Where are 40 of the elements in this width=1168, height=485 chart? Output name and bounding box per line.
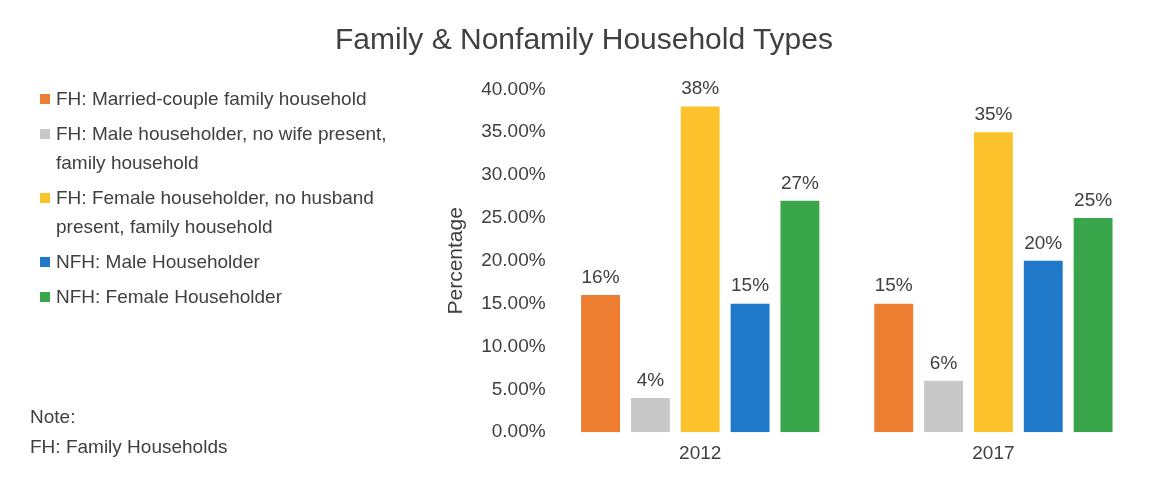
y-tick-label: 10.00%: [481, 334, 546, 356]
text: Note:: [30, 405, 77, 429]
data-label: 15%: [874, 274, 913, 296]
legend-label: FH: Female householder, no husband present, family household: [56, 186, 375, 239]
bar: [581, 295, 620, 433]
y-tick-label: 0.00%: [491, 420, 546, 442]
y-tick-label: 25.00%: [481, 206, 546, 228]
text: FH: Family Households: [30, 435, 228, 459]
y-tick-label: 40.00%: [481, 77, 546, 99]
data-label: 25%: [1074, 188, 1113, 210]
y-tick-label: 35.00%: [481, 120, 546, 142]
bar: [630, 397, 670, 433]
bar: [1023, 260, 1063, 433]
chart-title: Family & Nonfamily Household Types: [334, 22, 834, 56]
legend-label: NFH: Female Householder: [56, 285, 282, 309]
data-label: 6%: [929, 351, 958, 373]
data-label: 15%: [731, 274, 770, 296]
legend-label: FH: Married-couple family household: [56, 87, 367, 111]
y-tick-label: 5.00%: [491, 377, 546, 399]
x-tick-label: 2012: [679, 441, 722, 463]
bar: [874, 303, 914, 433]
data-label: 35%: [974, 102, 1013, 124]
x-tick-label: 2017: [972, 441, 1015, 463]
y-tick-label: 30.00%: [481, 163, 546, 185]
y-axis-title: Percentage: [443, 207, 467, 315]
data-label: 38%: [681, 77, 720, 99]
y-tick-label: 20.00%: [481, 249, 546, 271]
bar: [973, 132, 1013, 433]
bar: [1073, 217, 1113, 433]
bar: [780, 200, 820, 433]
data-label: 16%: [581, 265, 620, 287]
data-label: 27%: [780, 171, 820, 193]
legend-label: FH: Male householder, no wife present, family household: [56, 122, 388, 175]
bar: [730, 303, 770, 433]
bar: [924, 380, 964, 433]
legend-label: NFH: Male Householder: [56, 250, 260, 274]
y-tick-label: 15.00%: [481, 291, 546, 313]
data-label: 4%: [636, 368, 665, 390]
data-label: 20%: [1024, 231, 1063, 253]
bar: [680, 106, 720, 433]
